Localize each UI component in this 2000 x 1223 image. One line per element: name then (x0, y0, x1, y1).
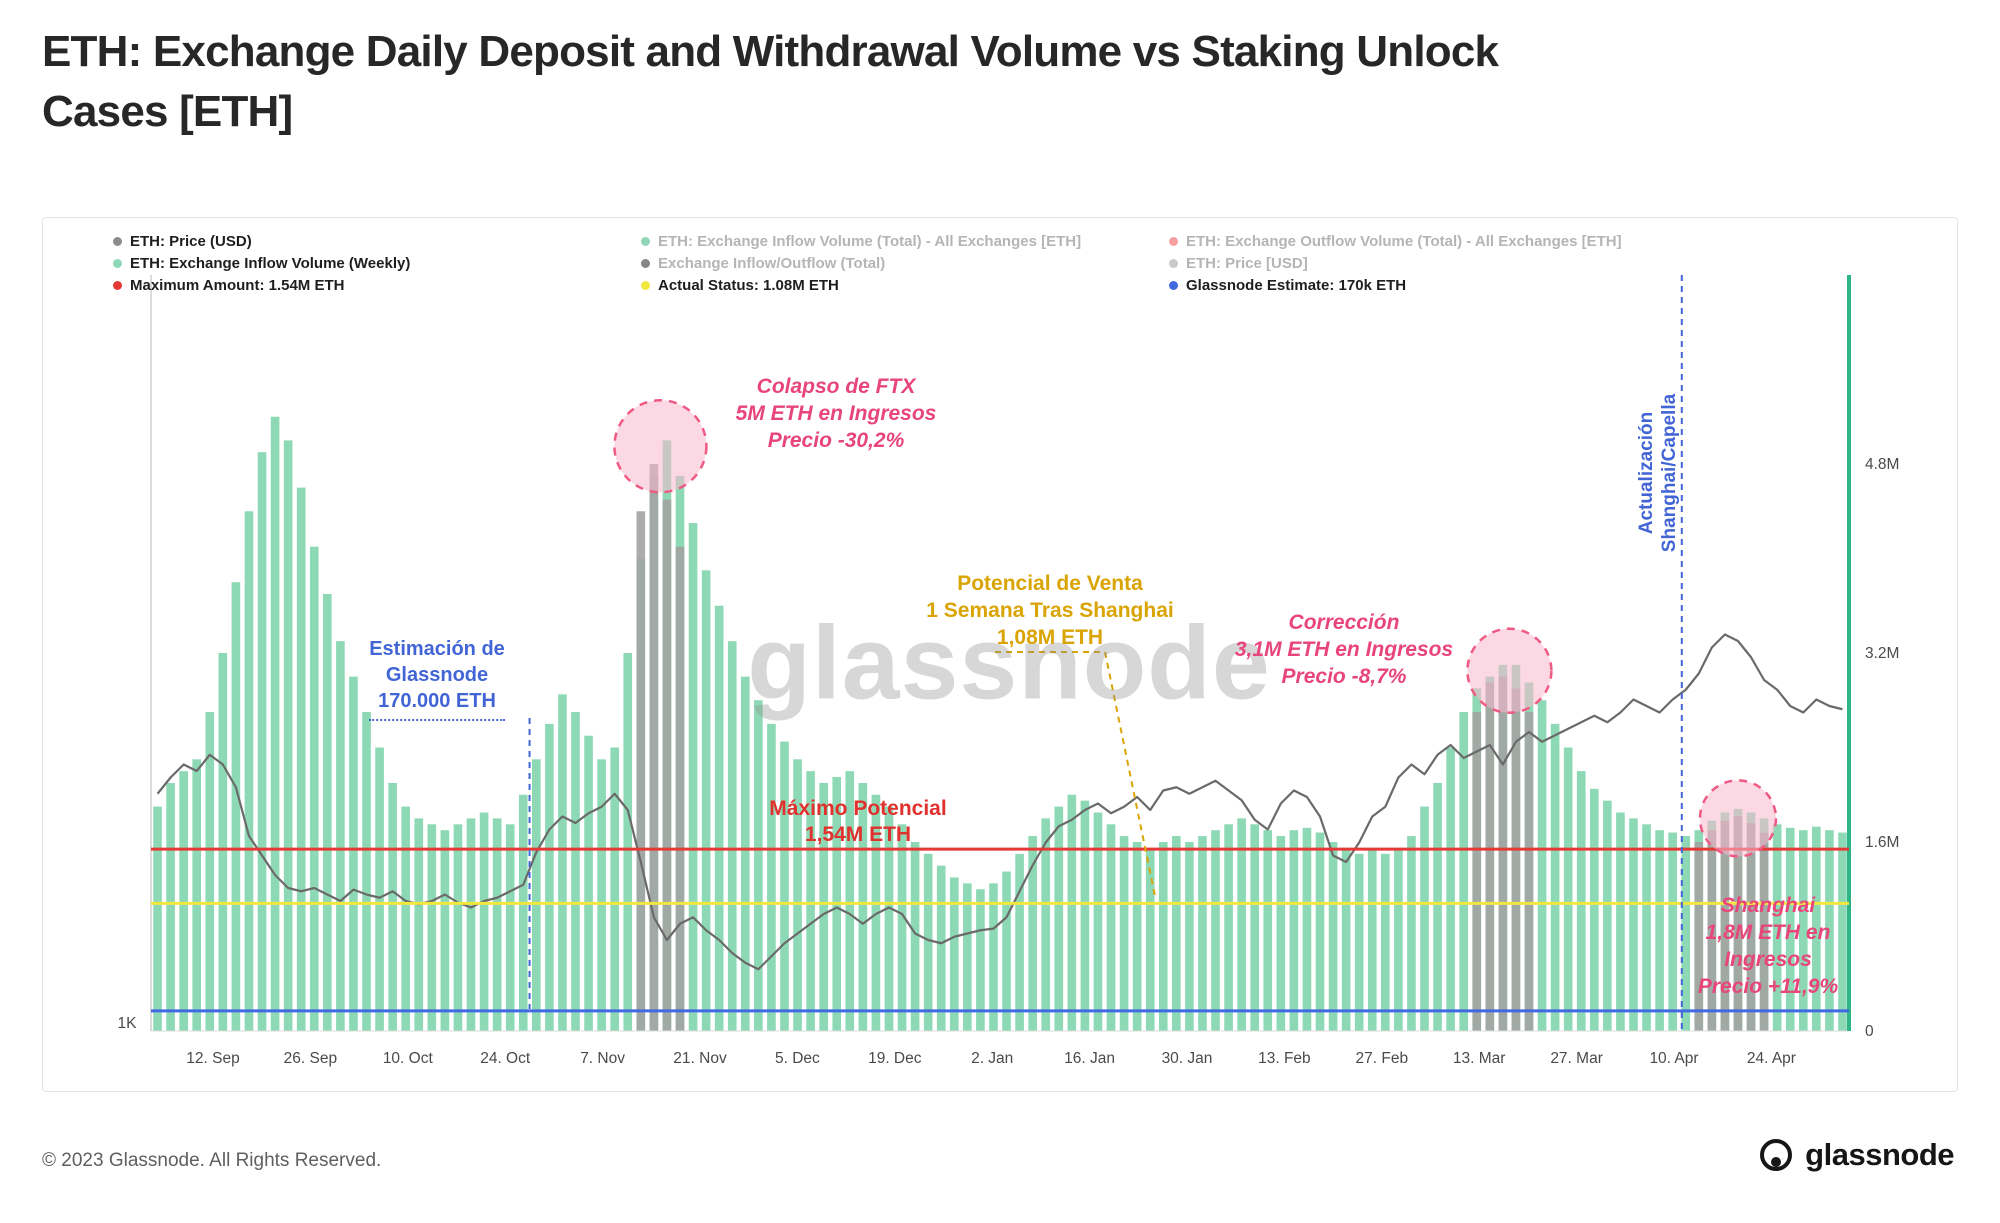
legend-dot-icon (641, 280, 650, 290)
svg-text:21. Nov: 21. Nov (673, 1050, 727, 1067)
page-title: ETH: Exchange Daily Deposit and Withdraw… (42, 22, 1499, 142)
legend-dot-icon (1169, 258, 1178, 268)
svg-text:16. Jan: 16. Jan (1064, 1050, 1115, 1067)
legend-dot-icon (113, 236, 122, 246)
legend-row: ETH: Price (USD) ETH: Exchange Inflow Vol… (113, 230, 1697, 252)
annotation-shanghai-inflow: Shanghai 1,8M ETH en Ingresos Precio +11… (1698, 892, 1838, 1000)
annotation-line: Precio +11,9% (1697, 975, 1839, 998)
legend-dot-icon (641, 258, 650, 268)
legend-item[interactable]: ETH: Exchange Outflow Volume (Total) - A… (1169, 233, 1697, 250)
annotation-line: Ingresos (1724, 948, 1812, 971)
annotation-line: 1,08M ETH (996, 626, 1104, 649)
annotation-line: Shanghai (1720, 894, 1816, 917)
legend-row: Maximum Amount: 1.54M ETH Actual Status: … (113, 274, 1697, 296)
legend-item[interactable]: Glassnode Estimate: 170k ETH (1169, 277, 1697, 294)
svg-text:24. Apr: 24. Apr (1747, 1050, 1796, 1067)
legend-dot-icon (113, 280, 122, 290)
annotation-correction: Corrección 3,1M ETH en Ingresos Precio -… (1235, 609, 1453, 690)
legend-dot-icon (1169, 236, 1178, 246)
page-title-line1: ETH: Exchange Daily Deposit and Withdraw… (42, 27, 1499, 76)
annotation-line: Glassnode (385, 664, 489, 686)
annotation-ftx-collapse: Colapso de FTX 5M ETH en Ingresos Precio… (736, 373, 937, 454)
legend-label: Glassnode Estimate: 170k ETH (1186, 276, 1407, 294)
annotation-line: Potencial de Venta (957, 572, 1143, 595)
chart-plot-area[interactable]: 12. Sep 26. Sep 10. Oct 24. Oct 7. Nov 21. No… (43, 218, 1957, 1091)
annotation-line: Colapso de FTX (756, 375, 916, 398)
annotation-line: Precio -30,2% (767, 429, 905, 452)
legend-item[interactable]: ETH: Price (USD) (113, 233, 641, 250)
svg-text:30. Jan: 30. Jan (1162, 1050, 1213, 1067)
legend-item[interactable]: ETH: Price [USD] (1169, 255, 1697, 272)
svg-text:0: 0 (1865, 1023, 1874, 1040)
svg-text:1.6M: 1.6M (1865, 834, 1899, 851)
annotation-line: 3,1M ETH en Ingresos (1234, 638, 1454, 661)
glassnode-logo-text: glassnode (1805, 1137, 1954, 1172)
annotation-line: Precio -8,7% (1281, 665, 1407, 688)
chart-legend: ETH: Price (USD) ETH: Exchange Inflow Vol… (113, 230, 1697, 296)
legend-item[interactable]: Maximum Amount: 1.54M ETH (113, 277, 641, 294)
svg-text:24. Oct: 24. Oct (480, 1050, 531, 1067)
legend-label: ETH: Exchange Inflow Volume (Weekly) (130, 254, 411, 272)
annotation-line: 1,54M ETH (804, 823, 912, 846)
legend-label: ETH: Price [USD] (1186, 254, 1308, 272)
legend-dot-icon (113, 258, 122, 268)
legend-label: ETH: Exchange Outflow Volume (Total) - A… (1186, 232, 1622, 250)
page-title-line2: Cases [ETH] (42, 87, 293, 136)
glassnode-logo-icon (1760, 1139, 1793, 1171)
legend-item[interactable]: ETH: Exchange Inflow Volume (Total) - Al… (641, 233, 1169, 250)
svg-text:13. Feb: 13. Feb (1258, 1050, 1311, 1067)
svg-text:27. Mar: 27. Mar (1550, 1050, 1603, 1067)
svg-text:19. Dec: 19. Dec (868, 1050, 922, 1067)
legend-label: ETH: Price (USD) (130, 232, 252, 250)
annotation-line: Corrección (1288, 611, 1400, 634)
svg-text:27. Feb: 27. Feb (1356, 1050, 1409, 1067)
svg-text:26. Sep: 26. Sep (284, 1050, 337, 1067)
annotation-shanghai-capella-update: Actualización Shanghai/Capella (1635, 368, 1681, 578)
svg-text:10. Apr: 10. Apr (1649, 1050, 1698, 1067)
annotation-max-potential: Máximo Potencial 1,54M ETH (769, 796, 946, 848)
legend-item[interactable]: Exchange Inflow/Outflow (Total) (641, 255, 1169, 272)
glassnode-brand-logo: glassnode (1757, 1136, 1954, 1174)
legend-label: Maximum Amount: 1.54M ETH (130, 276, 345, 294)
annotation-line: 1,8M ETH en (1705, 921, 1831, 944)
svg-text:2. Jan: 2. Jan (971, 1050, 1013, 1067)
svg-text:13. Mar: 13. Mar (1453, 1050, 1506, 1067)
annotation-glassnode-estimate: Estimación de Glassnode 170.000 ETH (369, 636, 505, 721)
annotation-line: 1 Semana Tras Shanghai (926, 599, 1174, 622)
legend-label: ETH: Exchange Inflow Volume (Total) - Al… (658, 232, 1082, 250)
footer-copyright: © 2023 Glassnode. All Rights Reserved. (42, 1150, 382, 1171)
glassnode-watermark: glassnode (747, 605, 1271, 722)
svg-text:5. Dec: 5. Dec (775, 1050, 820, 1067)
legend-label: Exchange Inflow/Outflow (Total) (658, 254, 886, 272)
annotation-line: Actualización (1636, 411, 1657, 535)
svg-text:7. Nov: 7. Nov (580, 1050, 625, 1067)
annotation-line: Shanghai/Capella (1659, 393, 1680, 553)
annotation-line: 170.000 ETH (378, 690, 496, 712)
legend-dot-icon (1169, 280, 1178, 290)
svg-text:3.2M: 3.2M (1865, 645, 1899, 662)
legend-item[interactable]: ETH: Exchange Inflow Volume (Weekly) (113, 255, 641, 272)
legend-label: Actual Status: 1.08M ETH (658, 276, 839, 294)
svg-text:12. Sep: 12. Sep (186, 1050, 239, 1067)
annotation-line: Máximo Potencial (769, 797, 947, 820)
annotation-line: 5M ETH en Ingresos (735, 402, 937, 425)
svg-text:1K: 1K (118, 1015, 138, 1032)
svg-text:4.8M: 4.8M (1865, 456, 1899, 473)
annotation-line: Estimación de (369, 638, 505, 660)
annotation-sell-potential: Potencial de Venta 1 Semana Tras Shangha… (926, 570, 1173, 651)
chart-card: ETH: Price (USD) ETH: Exchange Inflow Vol… (42, 217, 1958, 1092)
svg-text:10. Oct: 10. Oct (383, 1050, 434, 1067)
legend-item[interactable]: Actual Status: 1.08M ETH (641, 277, 1169, 294)
legend-row: ETH: Exchange Inflow Volume (Weekly) Exch… (113, 252, 1697, 274)
legend-dot-icon (641, 236, 650, 246)
